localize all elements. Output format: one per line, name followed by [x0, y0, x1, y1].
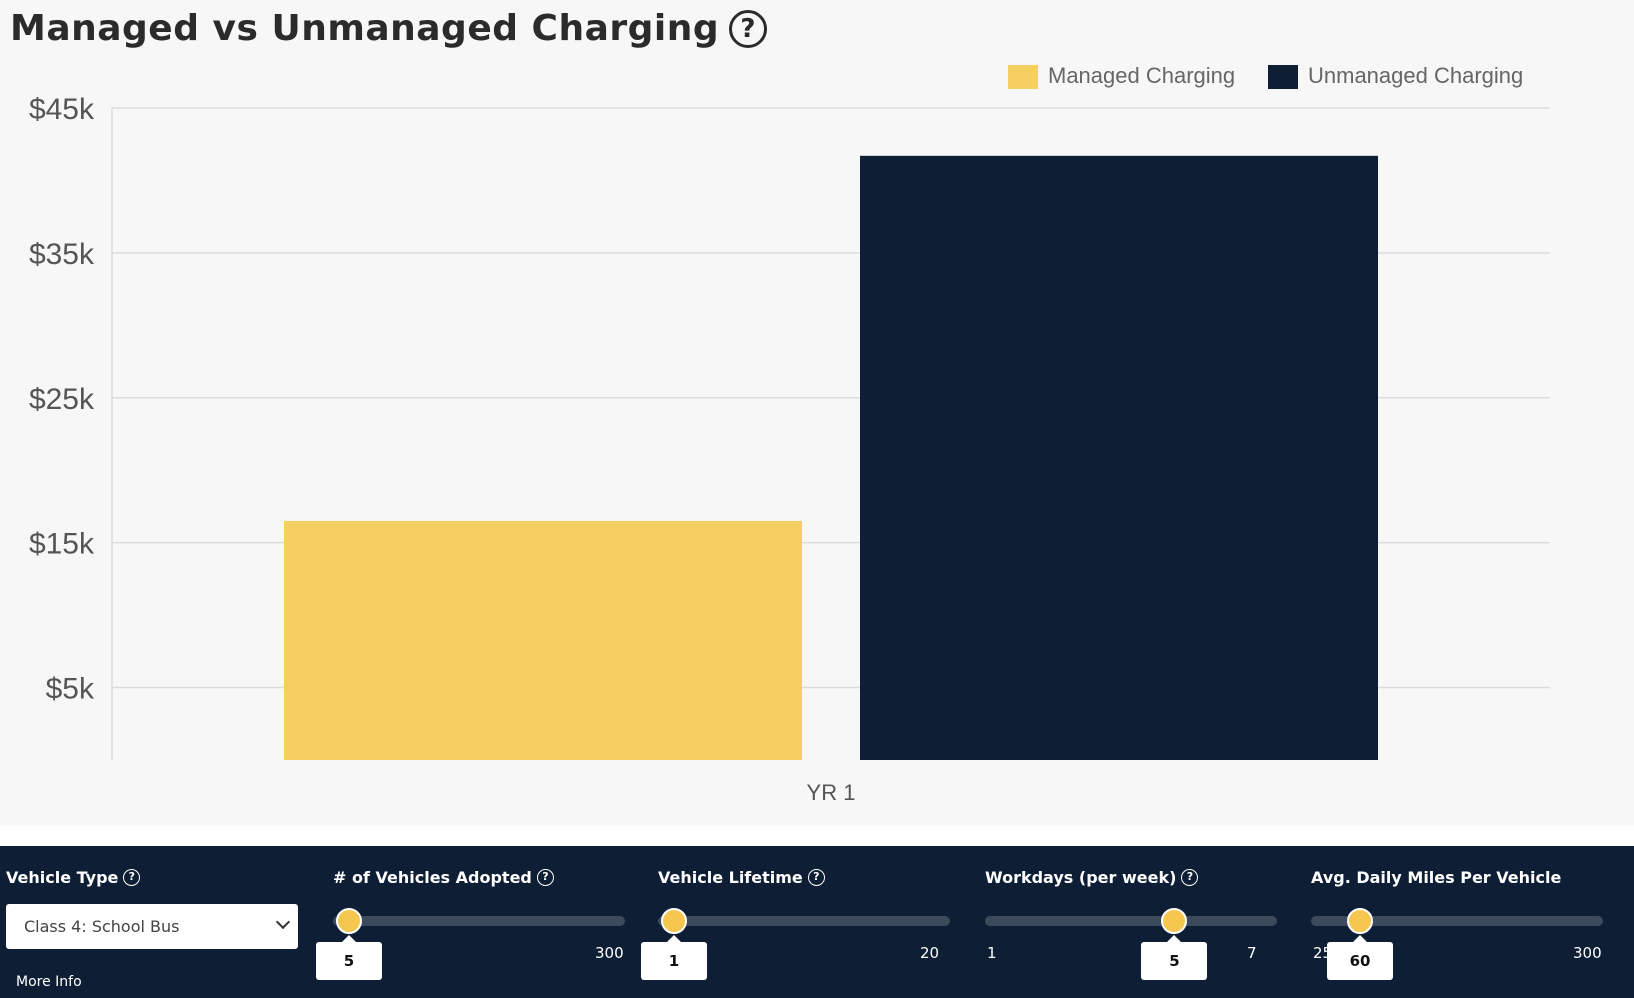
- bar-unmanaged-charging[interactable]: [860, 155, 1378, 760]
- page-title: Managed vs Unmanaged Charging: [10, 8, 720, 49]
- slider-max-label: 300: [1573, 944, 1602, 962]
- vehicle-lifetime-label-text: Vehicle Lifetime: [658, 868, 803, 887]
- slider-max-label: 300: [595, 944, 624, 962]
- question-circle-icon[interactable]: ?: [807, 869, 825, 886]
- legend-label: Unmanaged Charging: [1308, 63, 1523, 88]
- question-circle-icon[interactable]: ?: [536, 869, 554, 886]
- vehicles-adopted-label-text: # of Vehicles Adopted: [333, 868, 532, 887]
- chevron-down-icon: [275, 914, 291, 930]
- vehicle-type-label-text: Vehicle Type: [6, 868, 119, 887]
- vehicle-type-select[interactable]: Class 4: School Bus: [6, 904, 298, 949]
- vehicles-adopted-label: # of Vehicles Adopted ?: [333, 868, 554, 887]
- legend-swatch: [1268, 65, 1298, 89]
- legend-label: Managed Charging: [1048, 63, 1235, 88]
- slider-max-label: 20: [920, 944, 940, 962]
- controls-bar: Vehicle Type ? Class 4: School Bus More …: [0, 846, 1634, 998]
- x-tick-label: YR 1: [807, 780, 856, 805]
- vehicle-lifetime-label: Vehicle Lifetime ?: [658, 868, 825, 887]
- y-tick-label: $35k: [29, 238, 95, 271]
- chart-panel: Managed vs Unmanaged Charging ? $5k $15k $…: [10, 8, 1550, 805]
- y-tick-label: $45k: [29, 93, 95, 126]
- slider-track[interactable]: [658, 916, 950, 926]
- more-info-link[interactable]: More Info: [16, 974, 82, 990]
- slider-value-bubble[interactable]: 5: [1141, 935, 1208, 980]
- bar-managed-charging[interactable]: [284, 520, 802, 760]
- daily-miles-label: Avg. Daily Miles Per Vehicle: [1311, 868, 1561, 887]
- slider-track[interactable]: [985, 916, 1277, 926]
- workdays-label-text: Workdays (per week): [985, 868, 1177, 887]
- slider-min-label: 1: [987, 944, 997, 962]
- slider-thumb[interactable]: [1161, 908, 1188, 934]
- slider-value-bubble[interactable]: 1: [641, 935, 707, 980]
- bar-chart: $5k $15k $25k $35k $45k YR 1 Managed Charging U…: [29, 63, 1550, 805]
- chart-title-row: Managed vs Unmanaged Charging ?: [10, 8, 768, 49]
- slider-track[interactable]: [1311, 916, 1603, 926]
- question-circle-icon[interactable]: ?: [1181, 869, 1199, 886]
- slider-thumb[interactable]: [1347, 908, 1374, 934]
- legend-swatch: [1008, 65, 1038, 89]
- y-tick-label: $15k: [29, 528, 95, 561]
- slider-max-label: 7: [1247, 944, 1257, 962]
- slider-track[interactable]: [333, 916, 625, 926]
- slider-thumb[interactable]: [661, 908, 687, 934]
- vehicle-type-label: Vehicle Type ?: [6, 868, 141, 887]
- vehicle-type-value: Class 4: School Bus: [24, 917, 180, 936]
- question-circle-icon[interactable]: ?: [123, 869, 141, 886]
- question-circle-icon[interactable]: ?: [729, 9, 768, 48]
- slider-value-bubble[interactable]: 60: [1327, 935, 1394, 980]
- y-tick-label: $25k: [29, 383, 95, 416]
- workdays-label: Workdays (per week) ?: [985, 868, 1199, 887]
- slider-value-bubble[interactable]: 5: [316, 935, 382, 980]
- slider-thumb[interactable]: [336, 908, 362, 934]
- y-tick-label: $5k: [46, 673, 95, 706]
- daily-miles-label-text: Avg. Daily Miles Per Vehicle: [1311, 868, 1562, 887]
